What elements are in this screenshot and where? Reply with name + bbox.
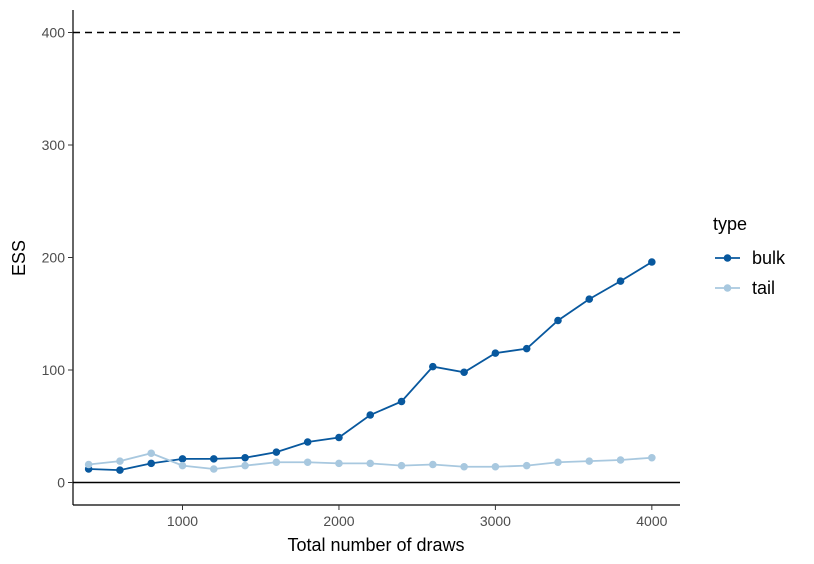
x-tick-label: 2000	[323, 513, 354, 529]
x-axis-title: Total number of draws	[287, 535, 464, 555]
y-tick-label: 400	[42, 25, 66, 41]
data-point-tail	[554, 458, 562, 467]
data-point-tail	[303, 458, 312, 467]
data-point-tail	[522, 461, 531, 470]
x-tick-label: 4000	[636, 513, 667, 529]
x-tick-label: 1000	[167, 513, 198, 529]
data-point-bulk	[491, 349, 500, 357]
data-point-tail	[460, 462, 468, 471]
data-point-bulk	[178, 455, 187, 463]
data-point-bulk	[272, 448, 281, 456]
data-point-tail	[272, 458, 281, 467]
legend-label-bulk: bulk	[752, 248, 786, 268]
data-point-tail	[585, 457, 594, 465]
data-point-bulk	[335, 433, 343, 442]
data-point-bulk	[116, 466, 124, 474]
data-point-tail	[209, 465, 218, 473]
data-point-bulk	[616, 277, 625, 285]
data-point-bulk	[585, 295, 594, 303]
y-tick-label: 300	[42, 137, 66, 153]
data-point-bulk	[303, 438, 312, 446]
data-point-tail	[147, 449, 156, 458]
data-point-bulk	[554, 316, 562, 325]
data-point-tail	[178, 461, 187, 470]
data-point-bulk	[397, 397, 406, 406]
data-point-bulk	[460, 368, 468, 377]
data-point-tail	[429, 460, 437, 469]
legend: type bulk tail	[713, 214, 786, 298]
legend-items: bulk tail	[715, 248, 786, 298]
y-tick-label: 200	[42, 250, 66, 266]
data-point-tail	[84, 460, 93, 469]
data-point-bulk	[429, 362, 437, 371]
legend-title: type	[713, 214, 747, 234]
data-point-bulk	[147, 459, 156, 468]
legend-key-point-tail	[723, 284, 732, 292]
data-point-bulk	[209, 455, 218, 463]
series-line-bulk	[88, 261, 653, 472]
data-point-bulk	[648, 258, 656, 266]
ticks: 1000 2000 3000 4000 0 100 200 300 400	[42, 25, 668, 530]
data-point-tail	[366, 459, 375, 468]
legend-key-point-bulk	[723, 254, 732, 262]
data-point-bulk	[366, 411, 375, 419]
legend-label-tail: tail	[752, 278, 775, 298]
data-point-bulk	[241, 453, 249, 462]
y-tick-label: 0	[57, 475, 65, 491]
data-point-tail	[491, 462, 500, 471]
plot-area	[73, 31, 680, 484]
data-point-tail	[116, 457, 124, 465]
axes	[72, 10, 680, 506]
data-point-tail	[616, 456, 625, 464]
y-tick-label: 100	[42, 362, 66, 378]
x-tick-label: 3000	[480, 513, 511, 529]
data-point-bulk	[522, 344, 531, 353]
data-point-tail	[397, 461, 406, 470]
y-axis-title: ESS	[9, 240, 29, 276]
data-point-tail	[241, 461, 249, 470]
data-point-tail	[335, 459, 343, 468]
data-point-tail	[648, 453, 656, 462]
